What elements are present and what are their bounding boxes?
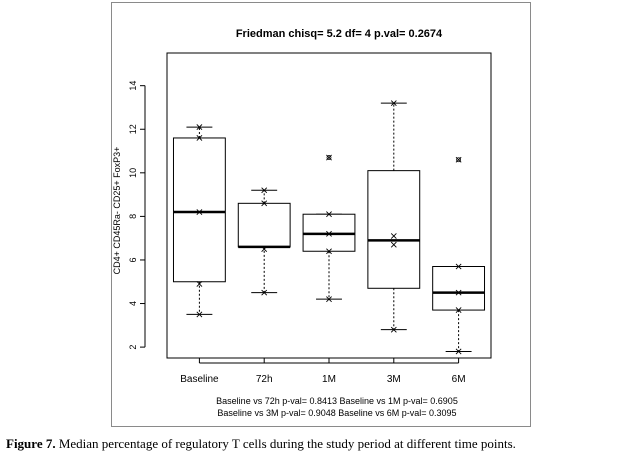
outlier-6m-0 — [456, 157, 462, 163]
data-point-72h-1 — [261, 246, 268, 252]
box-3m — [367, 170, 421, 289]
data-point-72h-0 — [261, 289, 268, 296]
pval-annotation-2: Baseline vs 3M p-val= 0.9048 Baseline vs… — [217, 408, 456, 418]
data-point-1m-4 — [326, 154, 332, 161]
y-tick-label-2: 2 — [128, 345, 138, 350]
data-point-1m-3 — [326, 211, 332, 218]
data-point-6m-3 — [455, 263, 462, 270]
chart-title: Friedman chisq= 5.2 df= 4 p.val= 0.2674 — [236, 28, 443, 40]
outlier-1m-0 — [326, 155, 332, 160]
data-point-6m-2 — [455, 289, 462, 296]
box-plot-chart: Friedman chisq= 5.2 df= 4 p.val= 0.2674 2… — [112, 28, 492, 418]
box-72h — [237, 202, 291, 248]
data-point-6m-0 — [455, 348, 462, 355]
data-point-3m-2 — [390, 233, 397, 239]
x-tick-label-6m: 6M — [452, 374, 466, 385]
data-point-6m-4 — [455, 156, 462, 163]
pval-annotation-1: Baseline vs 72h p-val= 0.8413 Baseline v… — [216, 396, 458, 406]
data-point-3m-3 — [390, 100, 397, 107]
data-point-3m-1 — [390, 241, 397, 248]
x-tick-label-baseline: Baseline — [180, 374, 219, 385]
y-axis-label: CD4+ CD45Ra- CD25+ FoxP3+ — [112, 147, 122, 275]
data-point-baseline-0 — [196, 311, 203, 318]
figure-caption-label: Figure 7. — [6, 436, 56, 451]
data-point-baseline-4 — [196, 124, 203, 130]
figure-caption-text: Median percentage of regulatory T cells … — [55, 436, 516, 451]
y-tick-label-4: 4 — [128, 301, 138, 306]
box-6m — [432, 266, 486, 311]
data-point-baseline-3 — [196, 135, 203, 141]
data-point-1m-2 — [326, 230, 332, 237]
data-point-baseline-1 — [196, 281, 203, 287]
data-point-1m-1 — [326, 248, 332, 255]
data-point-72h-2 — [261, 200, 268, 207]
data-point-3m-0 — [390, 326, 397, 333]
y-tick-label-12: 12 — [128, 124, 138, 134]
box-baseline — [172, 137, 226, 283]
data-point-1m-0 — [326, 296, 332, 303]
data-point-72h-3 — [261, 187, 268, 194]
y-tick-label-14: 14 — [128, 81, 138, 91]
y-tick-label-8: 8 — [128, 214, 138, 219]
y-tick-label-6: 6 — [128, 257, 138, 262]
x-tick-label-1m: 1M — [322, 374, 336, 385]
data-point-baseline-2 — [196, 209, 203, 215]
figure-panel: Friedman chisq= 5.2 df= 4 p.val= 0.2674 2… — [111, 2, 531, 427]
y-tick-label-10: 10 — [128, 168, 138, 178]
data-point-6m-1 — [455, 307, 462, 313]
figure-caption: Figure 7. Median percentage of regulator… — [6, 436, 636, 452]
x-tick-label-72h: 72h — [256, 374, 273, 385]
x-tick-label-3m: 3M — [387, 374, 401, 385]
